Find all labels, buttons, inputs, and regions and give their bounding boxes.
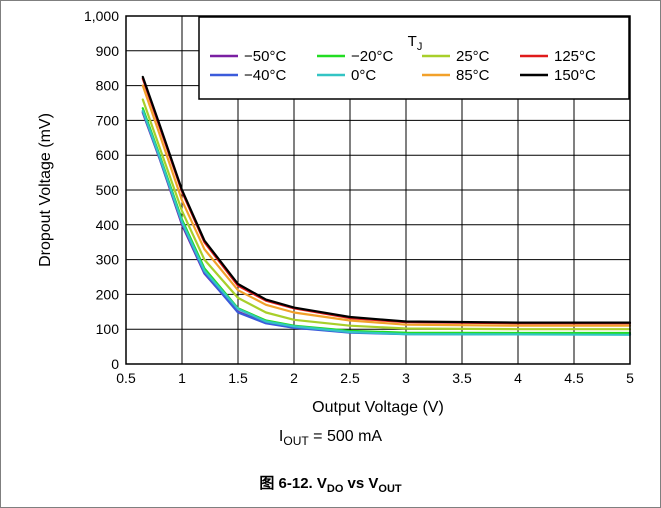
legend-entry-label: 125°C: [554, 48, 596, 65]
x-tick-label: 2: [290, 370, 298, 386]
y-tick-label: 900: [96, 43, 120, 59]
x-tick-label: 3: [402, 370, 410, 386]
y-tick-label: 500: [96, 182, 120, 198]
y-tick-label: 300: [96, 252, 120, 268]
legend-entry-label: 0°C: [351, 67, 376, 84]
series-line: [141, 75, 632, 324]
condition-suffix: = 500 mA: [308, 428, 383, 445]
x-tick-label: 5: [626, 370, 634, 386]
condition-label: IOUT = 500 mA: [0, 428, 661, 448]
caption-mid: vs V: [343, 475, 379, 492]
condition-prefix: I: [278, 428, 284, 445]
legend-entry-label: 150°C: [554, 67, 596, 84]
chart: 0.5 1 1.5 2 2.5 3 3.5 4 4.5 5 0 100 200 300 400 500 600 7…: [37, 8, 634, 416]
legend-entry-label: 25°C: [456, 48, 490, 65]
caption-sub-out: OUT: [378, 483, 402, 495]
legend-entry-label: −20°C: [351, 48, 393, 65]
series-line: [141, 111, 632, 336]
y-tick-label: 100: [96, 321, 120, 337]
y-tick-label: 400: [96, 217, 120, 233]
legend-title: TJ: [408, 33, 423, 53]
figure-caption: 图 6-12. VDO vs VOUT: [0, 472, 661, 495]
y-tick-label: 600: [96, 147, 120, 163]
x-tick-label: 1: [178, 370, 186, 386]
legend-entry-label: −50°C: [244, 48, 286, 65]
caption-sub-do: DO: [326, 483, 344, 495]
x-tick-label: 4.5: [564, 370, 584, 386]
series-line: [141, 110, 632, 336]
y-tick-label: 700: [96, 112, 120, 128]
x-tick-label: 2.5: [340, 370, 360, 386]
y-axis-label: Dropout Voltage (mV): [37, 113, 54, 267]
caption-text: 图 6-12. V: [259, 475, 327, 492]
x-tick-label: 3.5: [452, 370, 472, 386]
legend-box: [198, 16, 630, 100]
y-tick-label: 0: [111, 356, 119, 372]
legend-entry-label: 85°C: [456, 67, 490, 84]
x-tick-label: 4: [514, 370, 522, 386]
series-line: [141, 84, 632, 327]
legend-entry-label: −40°C: [244, 67, 286, 84]
series-line: [141, 98, 632, 331]
series-line: [141, 107, 632, 335]
condition-subscript: OUT: [283, 434, 309, 449]
y-tick-label: 1,000: [84, 8, 119, 24]
y-tick-label: 800: [96, 78, 120, 94]
series-line: [141, 109, 632, 336]
x-axis-label: Output Voltage (V): [312, 399, 444, 416]
plot-border: [125, 15, 631, 365]
y-tick-label: 200: [96, 286, 120, 302]
x-tick-label: 1.5: [228, 370, 248, 386]
x-tick-label: 0.5: [116, 370, 136, 386]
